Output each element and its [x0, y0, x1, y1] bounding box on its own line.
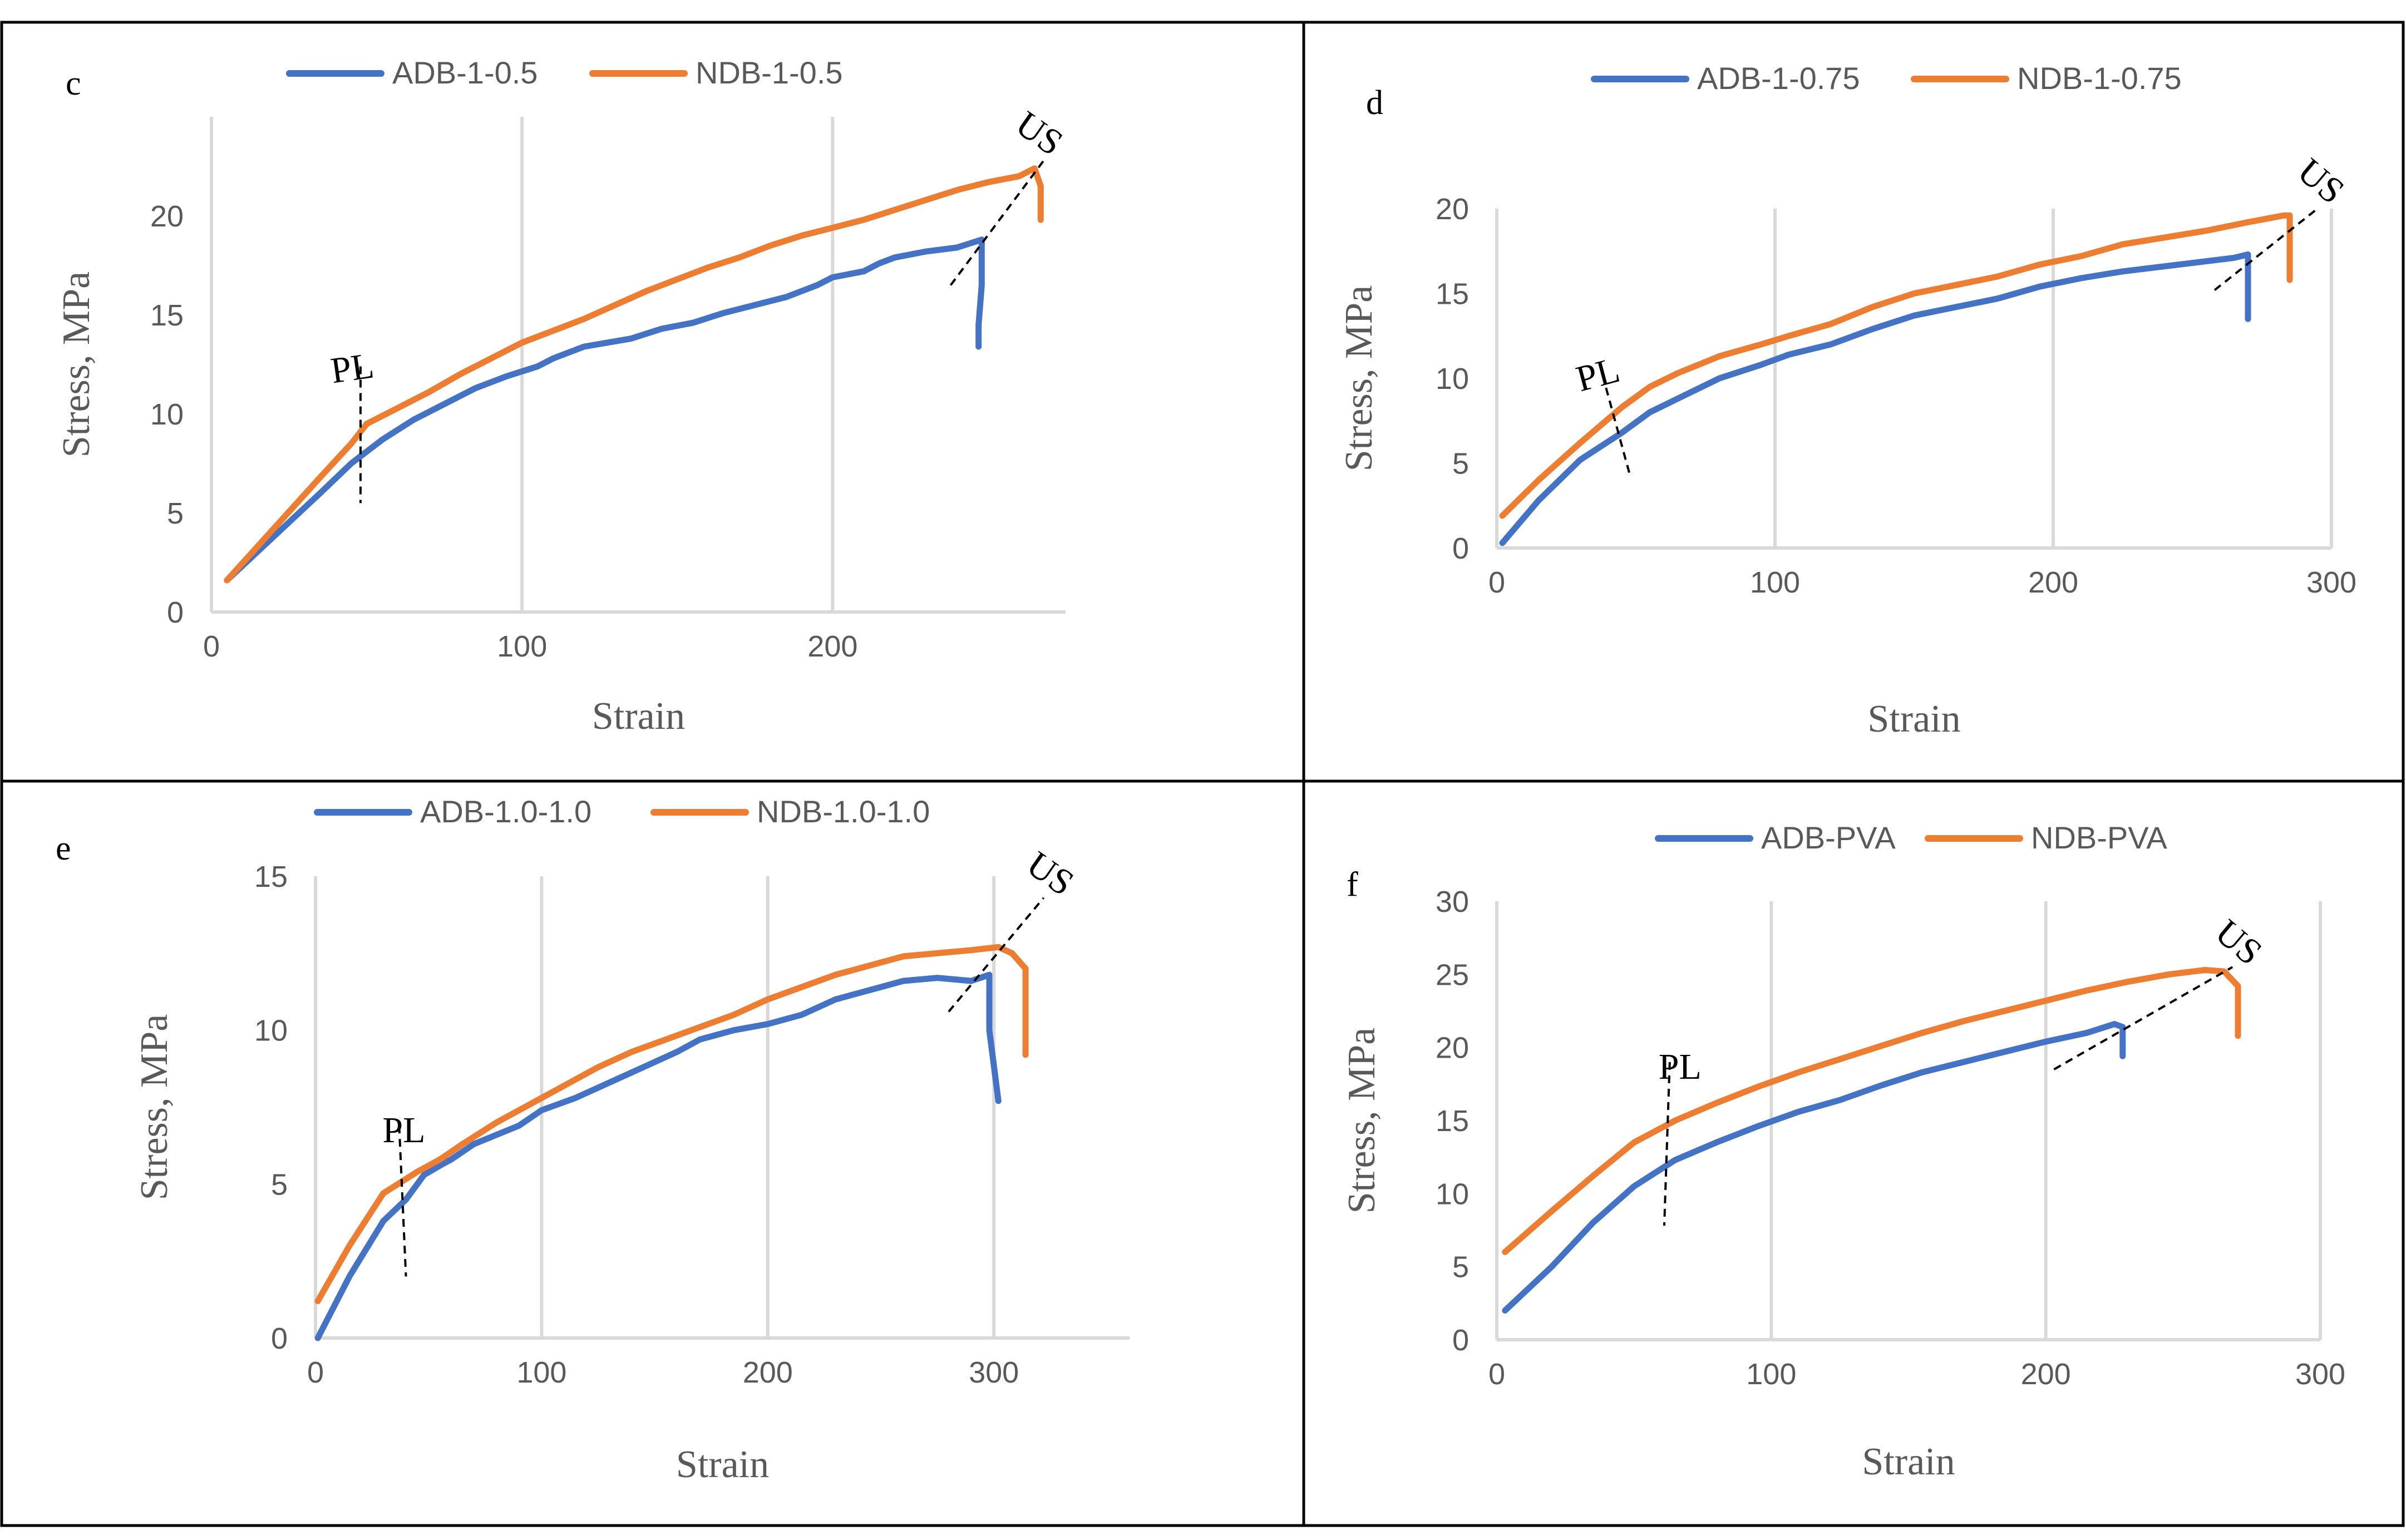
- x-tick-label: 300: [969, 1356, 1019, 1389]
- series-line-ndb-1-0-75: [1499, 212, 2293, 519]
- annotation-line-us: [2053, 966, 2234, 1070]
- x-tick-label: 100: [1746, 1358, 1796, 1391]
- annotation-label-pl: PL: [328, 345, 376, 391]
- legend-label-ndb-pva: NDB-PVA: [2031, 820, 2167, 855]
- chart-panel-f: f 0 100 200 300 0 5 10 15 20 25 30 Strain Stress, MPa…: [1340, 820, 2345, 1483]
- y-tick-label: 30: [1436, 885, 1469, 919]
- chart-panel-c: c 0 100 200 0 5 10 15 20 Strain Stress, MPa ADB-1-0…: [55, 55, 1070, 738]
- legend-label-ndb-1-0-75: NDB-1-0.75: [2017, 61, 2182, 96]
- x-tick-label: 0: [203, 630, 220, 663]
- series-line-adb-1-0-75: [1499, 251, 2251, 546]
- y-tick-label: 5: [1452, 1251, 1469, 1284]
- legend-label-ndb-1-0-1-0: NDB-1.0-1.0: [757, 794, 930, 829]
- chart-panel-d: d 0 100 200 300 0 5 10 15 20 Strain Stress, MPa ADB-…: [1338, 61, 2356, 741]
- x-axis-title: Strain: [592, 695, 685, 738]
- y-tick-label: 0: [167, 596, 184, 629]
- x-tick-label: 200: [2028, 566, 2078, 599]
- y-tick-label: 0: [1452, 1324, 1469, 1357]
- y-axis-title: Stress, MPa: [133, 1014, 176, 1200]
- x-tick-label: 0: [1488, 1358, 1505, 1391]
- annotation-label-pl: PL: [1659, 1047, 1702, 1087]
- panel-label: c: [66, 65, 81, 102]
- x-axis-title: Strain: [1867, 698, 1960, 741]
- y-tick-label: 5: [271, 1168, 288, 1201]
- y-tick-label: 10: [254, 1014, 288, 1048]
- y-axis-title: Stress, MPa: [55, 272, 98, 457]
- panel-label: d: [1366, 84, 1383, 122]
- panel-label: f: [1347, 866, 1358, 904]
- figure-outer-border: [0, 21, 2405, 1527]
- y-tick-label: 20: [1436, 1031, 1469, 1065]
- y-axis-title: Stress, MPa: [1338, 285, 1381, 471]
- annotation-line-pl: [1601, 374, 1631, 477]
- y-tick-label: 20: [1436, 192, 1469, 226]
- y-tick-label: 5: [167, 497, 184, 530]
- series-line-ndb-pva: [1502, 967, 2241, 1255]
- x-tick-label: 300: [2306, 566, 2356, 599]
- y-tick-label: 15: [254, 860, 288, 894]
- series-line-ndb-1-0-1-0: [314, 944, 1029, 1305]
- annotation-label-pl: PL: [382, 1110, 425, 1151]
- x-tick-label: 100: [516, 1356, 566, 1389]
- y-tick-label: 5: [1452, 447, 1469, 481]
- legend-label-adb-1-0-5: ADB-1-0.5: [392, 55, 538, 90]
- legend-label-adb-1-0-1-0: ADB-1.0-1.0: [420, 794, 591, 829]
- x-axis-title: Strain: [676, 1443, 769, 1486]
- annotation-line-pl: [1663, 1062, 1671, 1226]
- y-tick-label: 15: [150, 299, 184, 332]
- x-tick-label: 200: [2021, 1358, 2071, 1391]
- series-line-adb-pva: [1502, 1021, 2126, 1314]
- legend-label-ndb-1-0-5: NDB-1-0.5: [696, 55, 843, 90]
- panel-label: e: [56, 830, 71, 867]
- series-line-adb-1-0-5: [224, 236, 985, 584]
- series-line-ndb-1-0-5: [224, 165, 1044, 584]
- annotation-line-us: [948, 897, 1045, 1013]
- y-tick-label: 0: [271, 1322, 288, 1355]
- x-axis-title: Strain: [1862, 1440, 1955, 1483]
- x-tick-label: 0: [307, 1356, 324, 1389]
- legend-label-adb-1-0-75: ADB-1-0.75: [1697, 61, 1860, 96]
- annotation-line-us: [2213, 208, 2319, 291]
- x-tick-label: 0: [1488, 566, 1505, 599]
- y-tick-label: 10: [150, 398, 184, 431]
- y-tick-label: 20: [150, 200, 184, 233]
- x-tick-label: 200: [743, 1356, 793, 1389]
- x-tick-label: 200: [807, 630, 857, 663]
- y-tick-label: 15: [1436, 1104, 1469, 1138]
- y-tick-label: 0: [1452, 532, 1469, 565]
- y-tick-label: 25: [1436, 958, 1469, 991]
- y-tick-label: 10: [1436, 362, 1469, 396]
- x-tick-label: 100: [1750, 566, 1800, 599]
- y-tick-label: 15: [1436, 278, 1469, 311]
- series-line-adb-1-0-1-0: [314, 971, 1002, 1341]
- legend-label-adb-pva: ADB-PVA: [1761, 820, 1896, 855]
- x-tick-label: 300: [2295, 1358, 2345, 1391]
- x-tick-label: 100: [497, 630, 547, 663]
- y-axis-title: Stress, MPa: [1340, 1028, 1383, 1213]
- annotation-line-pl: [398, 1126, 407, 1277]
- chart-panel-e: e 0 100 200 300 0 5 10 15 Strain Stress, MPa ADB-1.…: [56, 794, 1130, 1486]
- y-tick-label: 10: [1436, 1177, 1469, 1211]
